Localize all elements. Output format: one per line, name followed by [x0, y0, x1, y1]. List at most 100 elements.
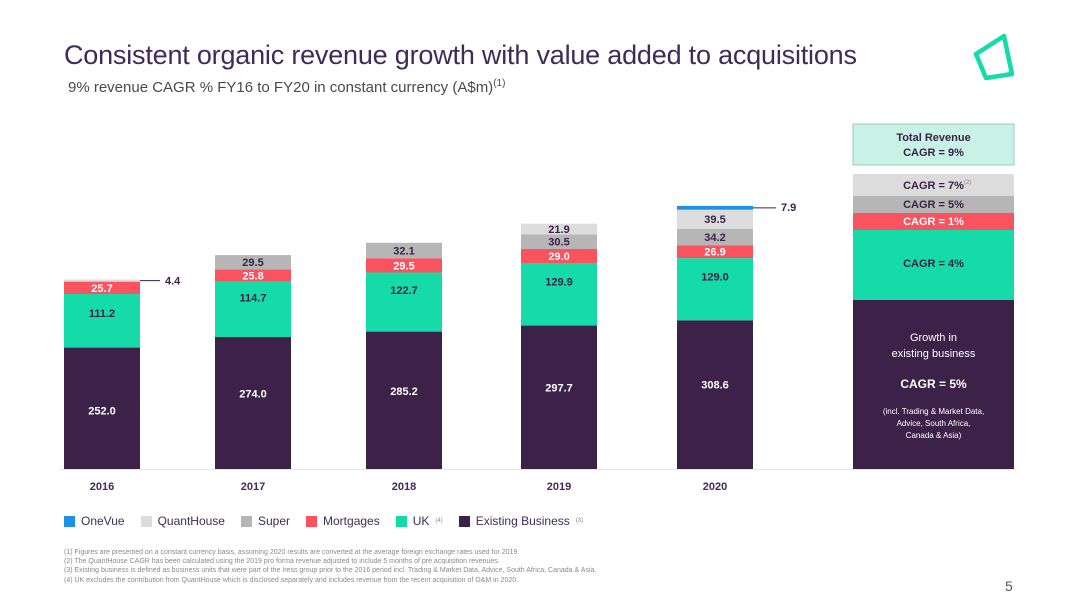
bar-2018-mortgages: [366, 258, 442, 273]
bar-2020-existing: [677, 320, 753, 469]
chart-legend: OneVue QuantHouse Super Mortgages UK (4) Exist…: [64, 514, 583, 528]
x-tick-label-2016: 2016: [90, 481, 114, 493]
bar-2019-super: [521, 234, 597, 250]
legend-label-super: Super: [257, 514, 291, 528]
callout-label-2016: 4.4: [165, 276, 181, 288]
value-label-2018-mortgages: 29.5: [393, 260, 414, 272]
legend-swatch-mortgages: [306, 515, 318, 527]
legend-item-uk: UK (4): [395, 514, 443, 528]
bar-2019-mortgages: [521, 249, 597, 263]
legend-label-mortgages: Mortgages: [323, 514, 380, 528]
legend-label-onevue: OneVue: [81, 514, 125, 528]
page-number: 5: [1005, 578, 1013, 594]
bar-2019-quanthouse: [521, 223, 597, 235]
existing-note-line2: Advice, South Africa,: [897, 419, 971, 428]
company-logo-icon: [973, 33, 1015, 81]
bar-2016-uk: [64, 294, 140, 348]
cagr-quanthouse-footnote-ref: (2): [964, 180, 971, 186]
bar-2020-uk: [677, 258, 753, 321]
legend-label-existing: Existing Business: [475, 514, 570, 528]
footnotes: (1) Figures are presented on a constant …: [64, 548, 764, 585]
value-label-2017-existing: 274.0: [239, 389, 267, 401]
legend-item-quanthouse: QuantHouse: [140, 514, 225, 528]
legend-swatch-quanthouse: [140, 515, 152, 527]
total-revenue-title: Total Revenue: [896, 132, 970, 144]
legend-footnote-ref-existing: (3): [575, 518, 584, 524]
bar-2017-uk: [215, 281, 291, 337]
legend-footnote-ref-uk: (4): [435, 518, 443, 524]
cagr-existing-box: [853, 300, 1014, 469]
existing-note-line3: Canada & Asia): [906, 431, 962, 440]
value-label-2017-uk: 114.7: [240, 293, 267, 305]
value-label-2016-uk: 111.2: [89, 308, 115, 320]
value-label-2018-super: 32.1: [393, 246, 414, 258]
slide-title: Consistent organic revenue growth with v…: [64, 40, 857, 70]
footnote-4: (4) UK excludes the contribution from Qu…: [64, 576, 519, 584]
total-revenue-cagr: CAGR = 9%: [903, 147, 964, 159]
footnote-3: (3) Existing business is defined as busi…: [64, 567, 597, 575]
bar-2018-super: [366, 242, 442, 259]
legend-item-onevue: OneVue: [64, 514, 125, 528]
value-label-2020-quanthouse: 39.5: [704, 214, 725, 226]
value-label-2016-mortgages: 25.7: [91, 283, 112, 295]
bar-2020-quanthouse: [677, 209, 753, 229]
bar-2020-super: [677, 228, 753, 246]
bar-2016-mortgages: [64, 281, 140, 295]
slide-subtitle: 9% revenue CAGR % FY16 to FY20 in consta…: [68, 78, 505, 96]
x-tick-label-2020: 2020: [703, 481, 727, 493]
x-tick-label-2018: 2018: [392, 481, 416, 493]
value-label-2018-existing: 285.2: [390, 386, 418, 398]
value-label-2019-uk: 129.9: [545, 277, 573, 289]
value-label-2020-mortgages: 26.9: [704, 247, 725, 259]
bar-2018-uk: [366, 272, 442, 332]
cagr-uk-label: CAGR = 4%: [903, 258, 964, 270]
value-label-2019-super: 30.5: [548, 237, 569, 249]
bar-2020-onevue: [677, 205, 753, 210]
legend-swatch-super: [240, 515, 252, 527]
existing-note-line1: (incl. Trading & Market Data,: [883, 407, 984, 416]
cagr-super-box: [853, 196, 1014, 213]
legend-swatch-uk: [395, 515, 407, 527]
value-label-2017-super: 29.5: [242, 257, 263, 269]
value-label-2020-uk: 129.0: [701, 272, 729, 284]
legend-swatch-onevue: [64, 515, 75, 527]
existing-growth-line1: Growth in: [910, 332, 957, 344]
revenue-stacked-bar-chart: 252.0 111.2 25.7 2016 274.0 114.7 25.8 29.5 2017…: [60, 123, 1016, 493]
cagr-mortgages-label: CAGR = 1%: [903, 216, 964, 228]
footnote-2: (2) The QuantHouse CAGR has been calcula…: [64, 558, 500, 566]
value-label-2018-uk: 122.7: [390, 285, 418, 297]
bar-2016-existing: [64, 347, 140, 469]
cagr-quanthouse-label: CAGR = 7%: [903, 180, 964, 192]
value-label-2020-existing: 308.6: [701, 380, 729, 392]
cagr-mortgages-box: [853, 213, 1014, 230]
subtitle-text: 9% revenue CAGR % FY16 to FY20 in consta…: [68, 79, 494, 96]
legend-swatch-existing: [458, 515, 470, 527]
value-label-2019-existing: 297.7: [545, 383, 573, 395]
existing-cagr-label: CAGR = 5%: [900, 377, 967, 391]
cagr-uk-box: [853, 230, 1014, 300]
bar-2018-existing: [366, 331, 442, 469]
bar-2017-existing: [215, 336, 291, 469]
legend-item-mortgages: Mortgages: [306, 514, 380, 528]
legend-item-existing: Existing Business (3): [458, 514, 584, 528]
bar-2019-existing: [521, 325, 597, 469]
total-cagr-box: [852, 123, 1015, 166]
cagr-super-label: CAGR = 5%: [903, 199, 964, 211]
cagr-quanthouse-box: [853, 174, 1014, 196]
value-label-2016-existing: 252.0: [88, 405, 116, 417]
existing-growth-line2: existing business: [892, 348, 976, 360]
subtitle-footnote-ref: (1): [493, 78, 506, 89]
x-tick-label-2019: 2019: [547, 481, 571, 493]
value-label-2017-mortgages: 25.8: [242, 271, 263, 283]
x-tick-label-2017: 2017: [241, 481, 265, 493]
callout-label-2020-onevue: 7.9: [781, 202, 796, 214]
value-label-2019-quanthouse: 21.9: [548, 224, 569, 236]
legend-item-super: Super: [240, 514, 291, 528]
bar-2020-mortgages: [677, 245, 753, 259]
bar-2019-uk: [521, 262, 597, 326]
legend-label-quanthouse: QuantHouse: [157, 514, 225, 528]
legend-label-uk: UK: [412, 514, 430, 528]
value-label-2020-super: 34.2: [704, 232, 725, 244]
bar-2017-super: [215, 255, 291, 270]
bar-2016-small-segment: [64, 279, 140, 282]
